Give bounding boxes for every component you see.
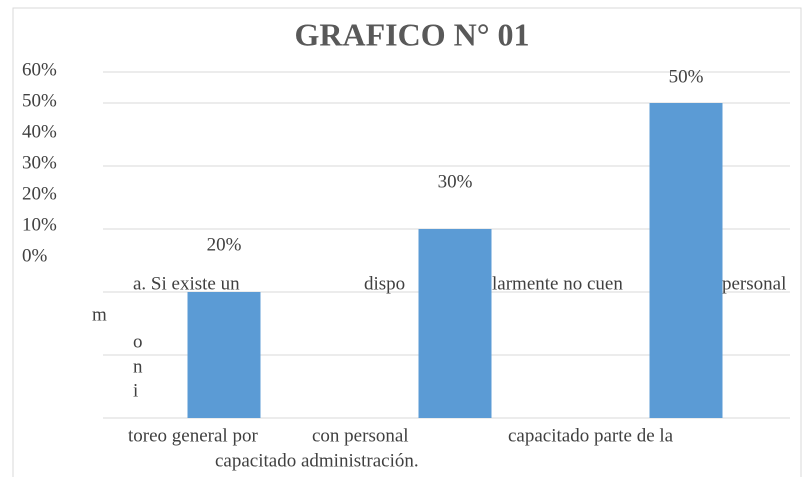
category-label-fragment: toreo general por: [128, 425, 258, 446]
y-tick-label: 50%: [22, 90, 57, 111]
category-label-fragment: a. Si existe un: [133, 273, 240, 294]
data-label: 50%: [669, 66, 704, 87]
category-label-fragment: o: [133, 331, 143, 352]
data-label: 20%: [207, 234, 242, 255]
category-label-fragment: dispo: [364, 273, 405, 294]
y-tick-label: 40%: [22, 121, 57, 142]
category-label-fragment: capacitado administración.: [215, 450, 419, 471]
y-tick-label: 60%: [22, 59, 57, 80]
category-label-fragment: m: [92, 304, 107, 325]
y-tick-label: 30%: [22, 152, 57, 173]
category-label-fragment: n: [133, 356, 143, 377]
category-label-fragment: i: [133, 380, 138, 401]
chart-title: GRAFICO N° 01: [294, 16, 529, 52]
category-label-fragment: capacitado parte de la: [508, 425, 674, 446]
category-label-fragment: con personal: [312, 425, 409, 446]
y-tick-label: 0%: [22, 245, 48, 266]
bar: [187, 292, 261, 418]
y-tick-label: 20%: [22, 183, 57, 204]
bar: [418, 229, 492, 418]
data-label: 30%: [438, 171, 473, 192]
bar: [649, 103, 723, 418]
category-label-fragment: personal: [722, 273, 786, 294]
y-tick-label: 10%: [22, 214, 57, 235]
category-label-fragment: larmente no cuen: [492, 273, 623, 294]
